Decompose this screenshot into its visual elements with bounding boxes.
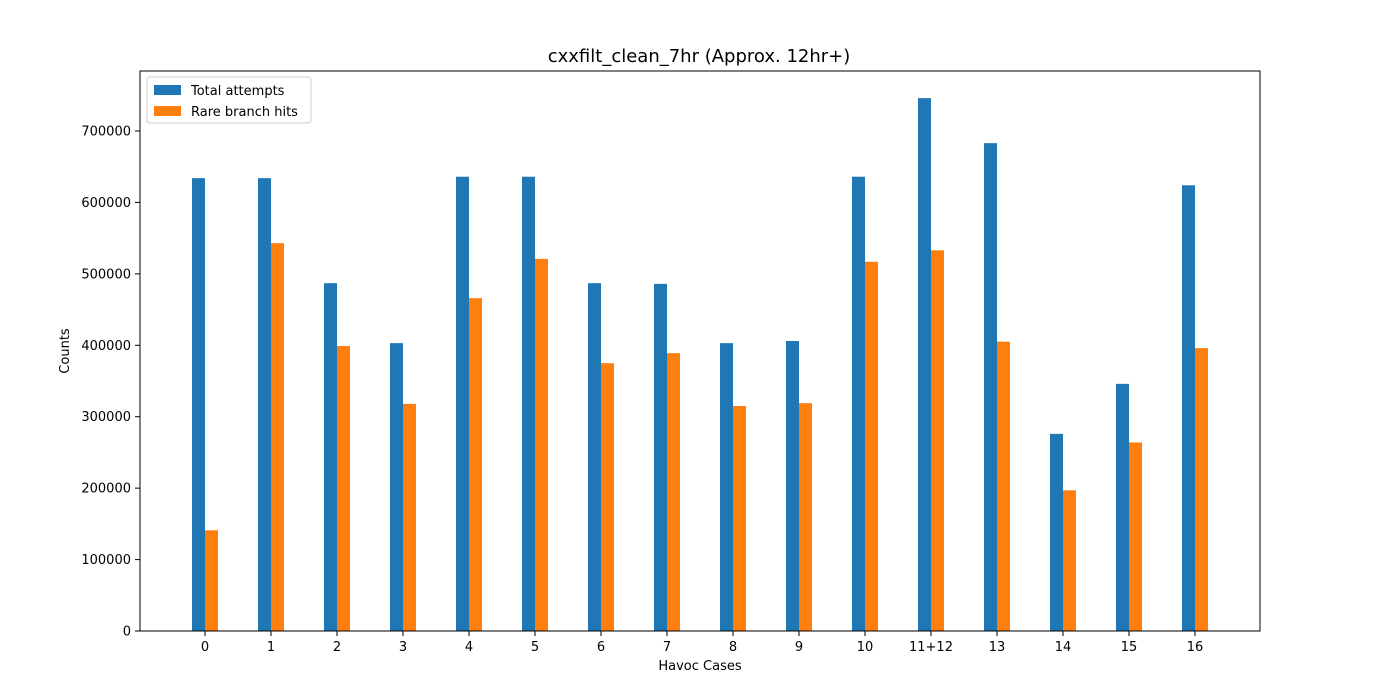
bar-rare-branch-hits-6 — [601, 363, 614, 631]
bar-total-attempts-10 — [852, 176, 865, 631]
bar-rare-branch-hits-14 — [1063, 490, 1076, 631]
legend-swatch — [154, 85, 181, 95]
x-tick-label: 10 — [857, 640, 874, 655]
bar-rare-branch-hits-10 — [865, 261, 878, 631]
y-tick-label: 100000 — [81, 553, 131, 568]
x-axis-label: Havoc Cases — [658, 659, 741, 674]
x-tick-label: 14 — [1055, 640, 1072, 655]
legend: Total attempts Rare branch hits — [146, 76, 312, 124]
x-tick-label: 5 — [531, 640, 539, 655]
x-tick-label: 9 — [795, 640, 803, 655]
bar-total-attempts-14 — [1050, 433, 1063, 631]
bar-total-attempts-15 — [1116, 383, 1129, 631]
bar-total-attempts-2 — [324, 283, 337, 631]
bar-total-attempts-0 — [192, 178, 205, 631]
bar-rare-branch-hits-13 — [997, 341, 1010, 631]
bar-rare-branch-hits-15 — [1129, 442, 1142, 631]
y-tick-label: 600000 — [81, 196, 131, 211]
bar-rare-branch-hits-4 — [469, 298, 482, 631]
x-tick-label: 0 — [201, 640, 209, 655]
x-tick-label: 8 — [729, 640, 737, 655]
bar-rare-branch-hits-0 — [205, 530, 218, 631]
x-tick-label: 6 — [597, 640, 605, 655]
x-tick-label: 4 — [465, 640, 473, 655]
x-tick-label: 11+12 — [909, 640, 953, 655]
chart-title: cxxfilt_clean_7hr (Approx. 12hr+) — [548, 46, 851, 67]
y-tick-label: 0 — [123, 625, 131, 640]
bar-total-attempts-4 — [456, 176, 469, 631]
legend-box — [146, 76, 312, 124]
y-tick-label: 700000 — [81, 125, 131, 140]
bar-rare-branch-hits-3 — [403, 403, 416, 631]
bar-total-attempts-1 — [258, 178, 271, 631]
bar-total-attempts-5 — [522, 176, 535, 631]
legend-label: Total attempts — [190, 84, 285, 99]
bar-total-attempts-11+12 — [918, 98, 931, 631]
bar-rare-branch-hits-8 — [733, 406, 746, 631]
bar-rare-branch-hits-16 — [1195, 348, 1208, 631]
y-tick-label: 400000 — [81, 339, 131, 354]
bar-rare-branch-hits-9 — [799, 403, 812, 631]
plot-frame — [139, 70, 1261, 632]
x-tick-label: 15 — [1121, 640, 1138, 655]
x-tick-label: 7 — [663, 640, 671, 655]
bar-total-attempts-6 — [588, 283, 601, 631]
bar-total-attempts-13 — [984, 143, 997, 631]
bar-rare-branch-hits-7 — [667, 353, 680, 631]
bar-rare-branch-hits-1 — [271, 243, 284, 631]
legend-swatch — [154, 106, 181, 116]
bar-rare-branch-hits-5 — [535, 258, 548, 631]
bar-total-attempts-9 — [786, 341, 799, 631]
x-tick-label: 13 — [989, 640, 1006, 655]
legend-label: Rare branch hits — [191, 105, 298, 120]
bar-total-attempts-7 — [654, 283, 667, 631]
bar-rare-branch-hits-2 — [337, 346, 350, 631]
bar-rare-branch-hits-11+12 — [931, 250, 944, 632]
bars-layer — [192, 98, 1208, 632]
y-tick-label: 500000 — [81, 267, 131, 282]
x-tick-label: 1 — [267, 640, 275, 655]
x-tick-label: 2 — [333, 640, 341, 655]
bar-total-attempts-16 — [1182, 185, 1195, 632]
y-tick-label: 300000 — [81, 410, 131, 425]
y-axis-label: Counts — [58, 328, 73, 374]
x-tick-label: 16 — [1187, 640, 1204, 655]
y-tick-label: 200000 — [81, 482, 131, 497]
bar-total-attempts-3 — [390, 343, 403, 631]
bar-total-attempts-8 — [720, 343, 733, 631]
axes-layer: 0 1 2 3 4 5 6 7 8 9 10 11+12 13 14 15 16 0 100000 200000 30… — [81, 70, 1261, 655]
x-tick-label: 3 — [399, 640, 407, 655]
